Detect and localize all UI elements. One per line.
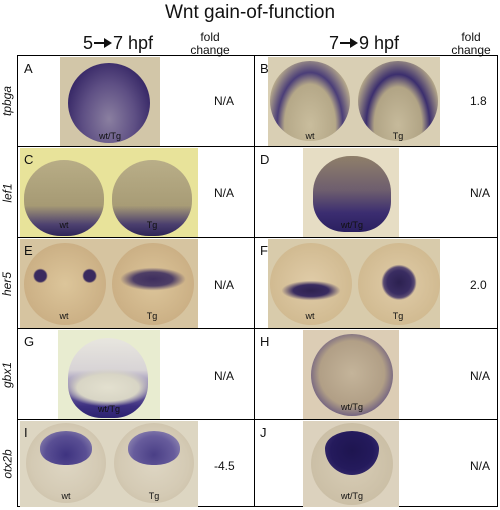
gene-label-otx2b: otx2b: [0, 420, 16, 507]
fold-change-value: 1.8: [470, 94, 487, 108]
panel-letter-A: A: [24, 61, 33, 76]
panel-letter-D: D: [260, 152, 270, 167]
embryo: [358, 243, 440, 325]
left-stage-end: 7 hpf: [113, 33, 154, 53]
column-divider: [254, 56, 255, 506]
embryo: [112, 160, 192, 236]
panel-G-photo: wt/Tg: [58, 330, 160, 419]
genotype-label: wt: [59, 311, 69, 321]
panel-J-photo: wt/Tg: [303, 421, 399, 507]
embryo: [311, 334, 393, 416]
embryo: [358, 61, 438, 141]
right-stage-start: 7: [329, 33, 340, 53]
left-fold-change-heading: fold change: [190, 30, 230, 57]
fold-change-value: N/A: [214, 186, 235, 200]
figure-title: Wnt gain-of-function: [164, 2, 336, 23]
embryo: [270, 243, 352, 325]
embryo: [24, 243, 106, 325]
genotype-label: Tg: [392, 131, 404, 141]
fold-change-value: N/A: [214, 278, 235, 292]
panel-D-photo: wt/Tg: [303, 148, 399, 237]
embryo: [24, 160, 104, 236]
gene-label-gbx1: gbx1: [0, 329, 16, 420]
embryo: [68, 63, 150, 143]
gene-label-text: gbx1: [0, 361, 15, 388]
genotype-label: wt: [305, 131, 315, 141]
genotype-label: wt/Tg: [340, 491, 363, 501]
panel-letter-H: H: [260, 334, 270, 349]
left-stage-start: 5: [83, 33, 94, 53]
panel-A-photo: wt/Tg: [60, 57, 160, 146]
gene-label-lef1: lef1: [0, 147, 16, 238]
fold-change-value: N/A: [470, 186, 491, 200]
fold-change-value: -4.5: [214, 459, 235, 473]
panel-letter-B: B: [260, 61, 269, 76]
genotype-label: wt: [59, 220, 69, 230]
embryo: [68, 338, 148, 418]
embryo: [313, 156, 391, 232]
genotype-label: wt: [61, 491, 71, 501]
row-divider: [18, 146, 497, 147]
panel-B-photo: wt Tg: [268, 57, 440, 146]
genotype-label: Tg: [392, 311, 404, 321]
panel-H-photo: wt/Tg: [303, 330, 399, 419]
genotype-label: wt/Tg: [340, 220, 363, 230]
embryo: [112, 243, 194, 325]
panel-letter-G: G: [24, 334, 35, 349]
gene-label-her5: her5: [0, 238, 16, 329]
fold-change-value: N/A: [214, 94, 235, 108]
panel-letter-E: E: [24, 243, 33, 258]
genotype-label: wt: [305, 311, 315, 321]
panel-E-photo: wt Tg: [20, 239, 198, 328]
embryo-stain: [40, 431, 92, 465]
right-column-heading: 7 9 hpf: [329, 33, 399, 53]
row-divider: [18, 419, 497, 420]
right-fold-change-heading: fold change: [451, 30, 491, 57]
embryo-stain: [128, 431, 180, 465]
fold-change-value: 2.0: [470, 278, 487, 292]
row-divider: [18, 328, 497, 329]
genotype-label: wt/Tg: [97, 404, 120, 414]
fold-change-value: N/A: [470, 369, 491, 383]
gene-label-text: her5: [0, 271, 15, 296]
figure-grid: A wt/Tg N/A B wt Tg 1.8 C wt Tg N/A D wt…: [17, 55, 498, 507]
right-stage-end: 9 hpf: [359, 33, 400, 53]
fold-change-value: N/A: [214, 369, 235, 383]
genotype-label: Tg: [146, 311, 158, 321]
panel-F-photo: wt Tg: [268, 239, 440, 328]
arrow-right-icon: [340, 37, 359, 49]
panel-letter-C: C: [24, 152, 34, 167]
panel-letter-J: J: [260, 425, 267, 440]
panel-I-photo: wt Tg: [20, 421, 198, 507]
gene-label-text: tpbga: [0, 85, 15, 117]
row-divider: [18, 237, 497, 238]
embryo-stain: [325, 431, 379, 475]
gene-label-text: otx2b: [0, 448, 15, 479]
gene-label-text: lef1: [0, 182, 15, 203]
left-column-heading: 5 7 hpf: [83, 33, 153, 53]
genotype-label: Tg: [148, 491, 160, 501]
genotype-label: wt/Tg: [98, 131, 121, 141]
gene-label-tpbga: tpbga: [0, 56, 16, 146]
panel-letter-F: F: [260, 243, 268, 258]
panel-letter-I: I: [24, 425, 28, 440]
arrow-right-icon: [94, 37, 113, 49]
embryo: [270, 61, 350, 141]
genotype-label: Tg: [146, 220, 158, 230]
fold-change-value: N/A: [470, 459, 491, 473]
genotype-label: wt/Tg: [340, 402, 363, 412]
panel-C-photo: wt Tg: [20, 148, 198, 237]
